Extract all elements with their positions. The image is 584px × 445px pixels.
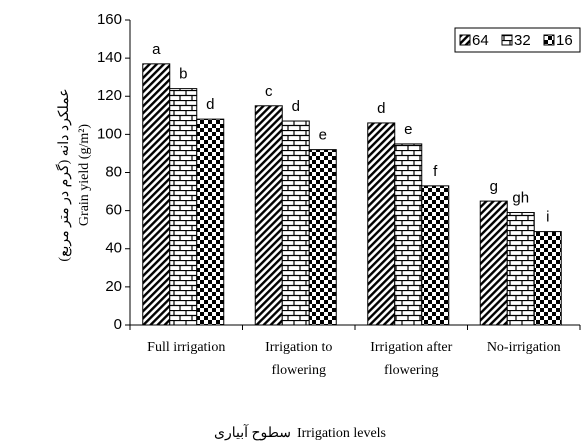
bar-letter: g — [490, 178, 498, 195]
legend-label: 32 — [514, 32, 531, 49]
bar — [142, 63, 171, 326]
legend-box — [454, 27, 581, 53]
bar-letter: d — [206, 96, 214, 113]
bar — [254, 105, 283, 326]
legend-swatch — [543, 34, 555, 46]
bar — [367, 122, 396, 326]
bar — [281, 120, 310, 326]
y-tick-label: 120 — [97, 87, 122, 104]
x-tick-label: flowering — [272, 363, 326, 378]
y-tick-label: 20 — [105, 278, 122, 295]
y-tick-label: 100 — [97, 125, 122, 142]
bar-letter: e — [319, 127, 327, 144]
x-tick-label: Full irrigation — [147, 340, 225, 355]
bar-letter: gh — [512, 190, 529, 207]
y-tick-label: 140 — [97, 49, 122, 66]
bar — [506, 212, 535, 326]
bar — [308, 149, 337, 326]
bar-letter: c — [265, 83, 273, 100]
y-tick-label: 160 — [97, 11, 122, 28]
bar — [479, 200, 508, 326]
x-label-part: Irrigation levels — [297, 426, 386, 441]
legend-swatch — [501, 34, 513, 46]
legend-label: 16 — [556, 32, 573, 49]
bar-letter: d — [377, 100, 385, 117]
y-tick-label: 40 — [105, 240, 122, 257]
y-tick-label: 0 — [114, 316, 122, 333]
y-label: عملکرد دانه (گرم در متر مربع) Grain yield… — [55, 88, 92, 261]
bar — [394, 143, 423, 326]
y-label-line: عملکرد دانه (گرم در متر مربع) — [55, 88, 72, 261]
bar — [533, 231, 562, 326]
x-label-part: سطوح آبیاری — [214, 423, 291, 441]
y-tick-label: 60 — [105, 202, 122, 219]
bar-letter: f — [433, 163, 438, 180]
x-tick-label: Irrigation to — [265, 340, 332, 355]
bar-letter: d — [292, 98, 300, 115]
bar — [196, 118, 225, 326]
y-tick-label: 80 — [105, 163, 122, 180]
bar-letter: i — [546, 209, 549, 226]
bar — [421, 185, 450, 326]
bar — [169, 88, 198, 326]
legend-swatch — [459, 34, 471, 46]
bar-letter: b — [179, 66, 187, 83]
x-tick-label: No-irrigation — [487, 340, 561, 355]
x-label: سطوح آبیاری Irrigation levels — [214, 423, 386, 441]
bar-letter: e — [404, 121, 412, 138]
legend-label: 64 — [472, 32, 489, 49]
y-label-line: Grain yield (g/m²) — [77, 124, 92, 227]
bar-letter: a — [152, 41, 161, 58]
x-tick-label: Irrigation after — [370, 340, 452, 355]
x-tick-label: flowering — [384, 363, 438, 378]
